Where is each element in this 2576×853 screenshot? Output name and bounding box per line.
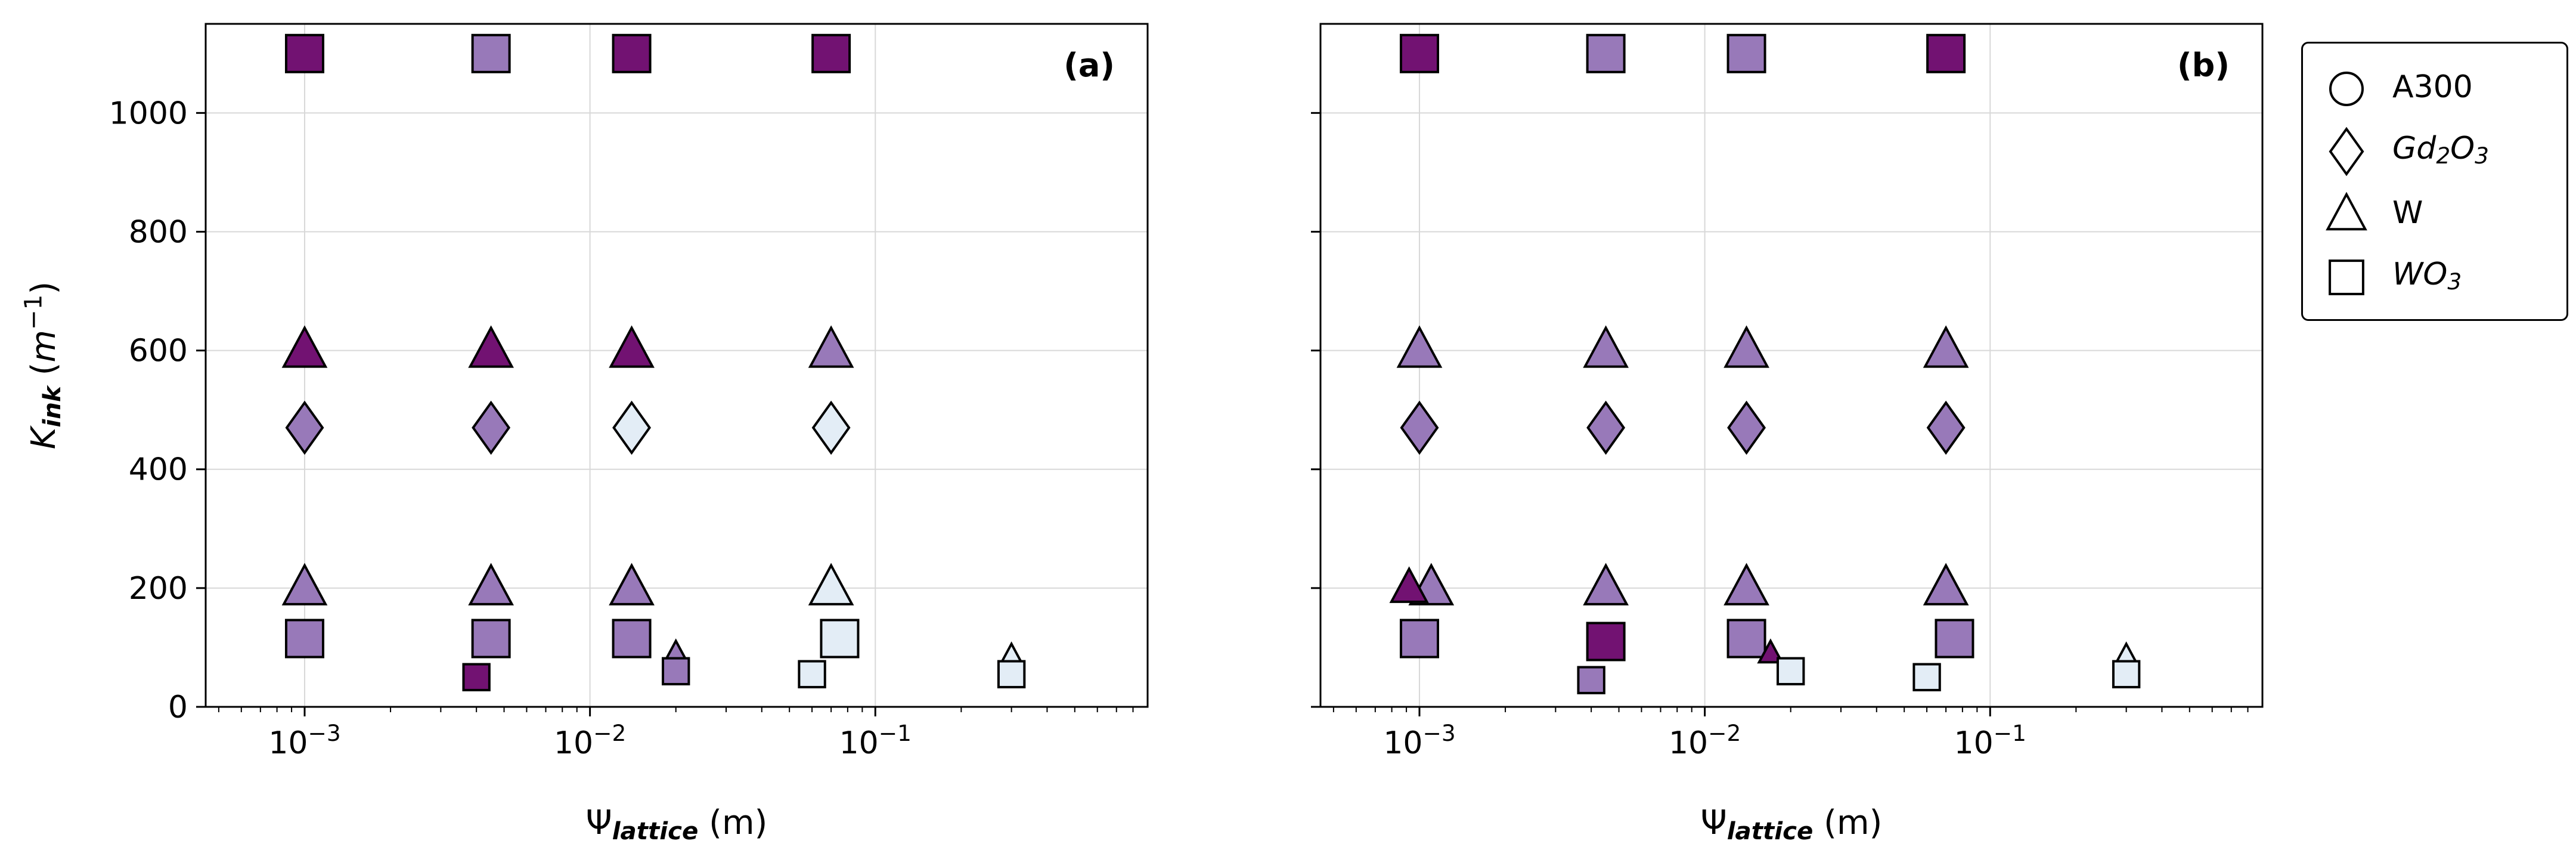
diamond-marker xyxy=(1926,400,1966,455)
square-marker xyxy=(811,33,851,73)
square-marker xyxy=(284,619,324,659)
x-axis: 10−3 10−2 10−1 xyxy=(1332,707,2249,761)
square-marker xyxy=(284,33,324,73)
square-marker xyxy=(1935,619,1974,659)
square-marker xyxy=(471,33,511,73)
y-tick-label: 1000 xyxy=(109,95,188,131)
square-marker xyxy=(1586,622,1626,662)
square-marker xyxy=(1399,619,1439,659)
panel-label: (b) xyxy=(2177,47,2230,84)
panel-label: (a) xyxy=(1064,47,1115,84)
y-axis-title: Kink (m−1) xyxy=(20,282,66,450)
square-marker xyxy=(997,660,1026,688)
legend-entry-circle: A300 xyxy=(2320,60,2550,114)
triangle-marker xyxy=(1396,325,1443,368)
x-tick-label: 10−2 xyxy=(1669,720,1741,761)
square-marker xyxy=(1777,657,1805,685)
axes-spines xyxy=(1319,23,2264,708)
square-marker xyxy=(1926,33,1966,73)
triangle-marker xyxy=(1923,563,1969,605)
x-axis-title: Ψlattice (m) xyxy=(586,803,768,845)
square-marker xyxy=(612,619,652,659)
x-tick-label: 10−1 xyxy=(839,720,912,761)
square-marker xyxy=(1586,33,1626,73)
circle-legend-marker xyxy=(2329,71,2364,106)
x-tick-label: 10−1 xyxy=(1954,720,2026,761)
y-tick-label: 800 xyxy=(129,214,188,250)
triangle-marker xyxy=(609,325,655,368)
triangle-marker xyxy=(1583,563,1629,605)
triangle-marker xyxy=(468,563,514,605)
square-marker xyxy=(820,619,860,659)
legend-label: WO3 xyxy=(2392,256,2462,295)
y-axis: 0 200 400 600 800 1000 xyxy=(109,95,206,725)
triangle-marker xyxy=(468,325,514,368)
circle-legend-icon xyxy=(2329,71,2364,106)
triangle-marker xyxy=(1723,563,1769,605)
triangle-marker xyxy=(1389,566,1429,603)
y-tick-label: 200 xyxy=(129,571,188,607)
scatter-markers xyxy=(1389,33,2141,694)
panel-b: 10−3 10−2 10−1 Ψlattice (m) (b) xyxy=(1311,23,2264,845)
square-marker xyxy=(1577,666,1605,694)
panel-a: 10−3 10−2 10−1 0 200 400 600 800 1000 Ψlattice (m… xyxy=(20,23,1149,845)
legend-box: A300 Gd2O3 W WO3 xyxy=(2301,42,2568,321)
triangle-marker xyxy=(808,563,854,605)
legend-entry-square: WO3 xyxy=(2320,249,2550,302)
diamond-legend-marker xyxy=(2329,126,2364,177)
legend-label: W xyxy=(2392,194,2423,231)
triangle-marker xyxy=(1583,325,1629,368)
axes-spines xyxy=(204,23,1149,708)
square-marker xyxy=(462,663,491,691)
triangle-legend-marker xyxy=(2326,191,2367,231)
triangle-marker xyxy=(281,563,328,605)
x-axis-title: Ψlattice (m) xyxy=(1701,803,1883,845)
x-tick-label: 10−3 xyxy=(268,720,340,761)
triangle-marker xyxy=(609,563,655,605)
square-marker xyxy=(612,33,652,73)
y-tick-label: 400 xyxy=(129,452,188,488)
square-marker xyxy=(1912,663,1941,691)
diamond-marker xyxy=(472,400,511,455)
legend-label: A300 xyxy=(2392,69,2473,105)
diamond-legend-icon xyxy=(2329,126,2364,177)
legend-entry-triangle: W xyxy=(2320,186,2550,240)
square-legend-icon xyxy=(2329,259,2364,296)
gridlines xyxy=(1320,24,2262,707)
legend-label: Gd2O3 xyxy=(2392,131,2489,169)
legend-entry-diamond: Gd2O3 xyxy=(2320,123,2550,177)
triangle-marker xyxy=(281,325,328,368)
diamond-marker xyxy=(1727,400,1766,455)
gridlines xyxy=(206,24,1148,707)
triangle-legend-icon xyxy=(2326,191,2367,231)
scatter-markers xyxy=(281,33,1026,691)
y-tick-label: 600 xyxy=(129,333,188,369)
diamond-marker xyxy=(1586,400,1626,455)
triangle-marker xyxy=(1723,325,1769,368)
square-marker xyxy=(1726,33,1766,73)
square-marker xyxy=(1399,33,1439,73)
square-legend-marker xyxy=(2329,259,2364,296)
diamond-marker xyxy=(612,400,652,455)
diamond-marker xyxy=(285,400,324,455)
x-tick-label: 10−3 xyxy=(1383,720,1455,761)
square-marker xyxy=(471,619,511,659)
y-axis xyxy=(1311,112,1320,708)
square-marker xyxy=(1726,619,1766,659)
x-tick-label: 10−2 xyxy=(554,720,626,761)
square-marker xyxy=(2112,660,2141,688)
triangle-marker xyxy=(808,325,854,368)
diamond-marker xyxy=(1400,400,1439,455)
y-tick-label: 0 xyxy=(168,690,188,725)
triangle-marker xyxy=(1757,638,1784,664)
triangle-marker xyxy=(1923,325,1969,368)
diamond-marker xyxy=(811,400,851,455)
square-marker xyxy=(662,657,690,685)
square-marker xyxy=(798,660,826,688)
x-axis: 10−3 10−2 10−1 xyxy=(218,707,1134,761)
